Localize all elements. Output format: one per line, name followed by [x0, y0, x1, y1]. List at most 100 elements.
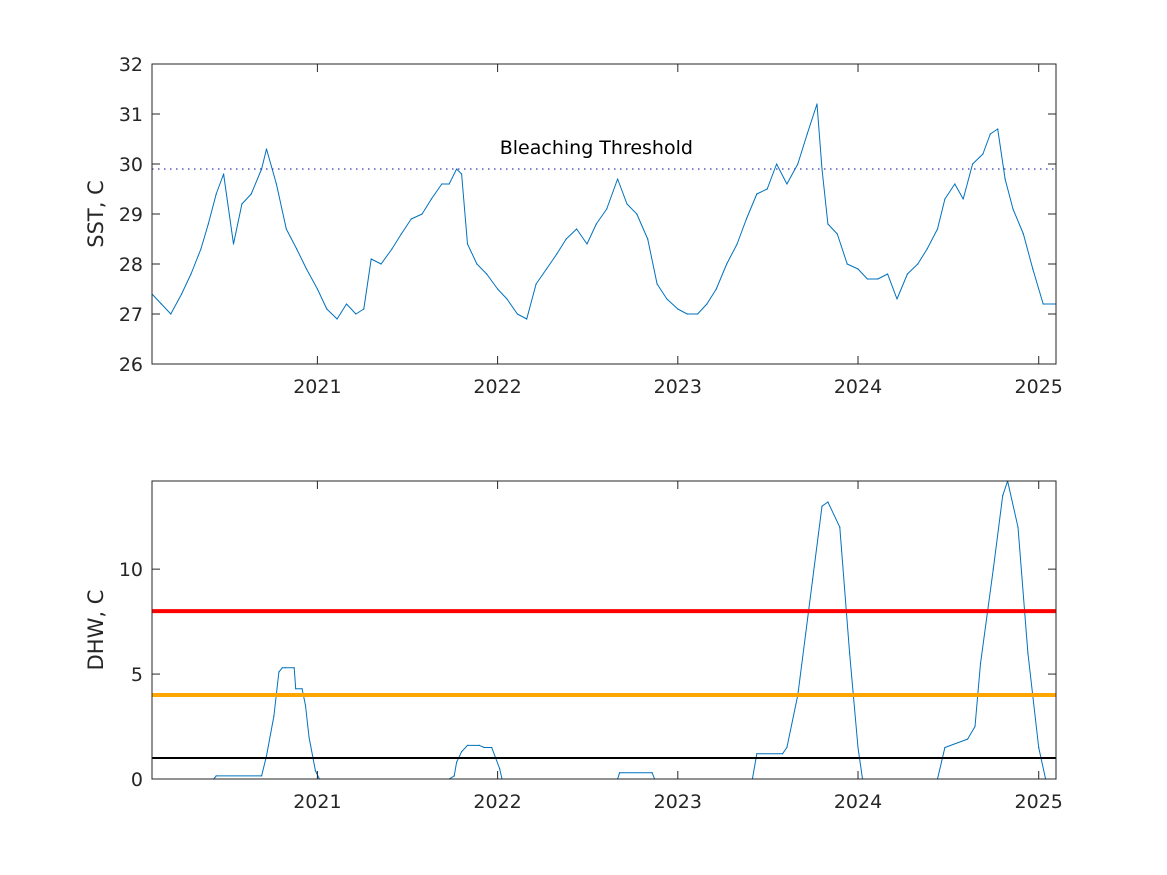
- data-point: [736, 243, 738, 245]
- data-point: [917, 263, 919, 265]
- data-point: [806, 133, 808, 135]
- data-point: [1027, 652, 1029, 654]
- data-point: [797, 163, 799, 165]
- data-point: [857, 268, 859, 270]
- data-point: [887, 273, 889, 275]
- data-point: [1038, 746, 1040, 749]
- y-tick-label: 29: [119, 204, 143, 226]
- data-point: [215, 193, 217, 195]
- data-point: [565, 238, 567, 240]
- data-point: [786, 746, 788, 749]
- data-point: [756, 193, 758, 195]
- data-point: [595, 223, 597, 225]
- axes-frame: [151, 480, 1057, 780]
- data-point: [1042, 303, 1044, 305]
- y-axis-title: DHW, C: [84, 590, 108, 671]
- data-point: [223, 173, 225, 175]
- series-line-1-0: [152, 480, 1056, 780]
- data-point: [556, 253, 558, 255]
- data-point: [391, 248, 393, 250]
- data-point: [686, 313, 688, 315]
- data-point: [516, 313, 519, 315]
- data-point: [476, 263, 478, 265]
- x-tick-label: 2024: [834, 376, 882, 398]
- data-point: [316, 288, 318, 290]
- data-point: [1012, 208, 1014, 210]
- data-point: [296, 248, 298, 250]
- y-tick-label: 0: [131, 769, 143, 791]
- data-point: [821, 168, 823, 170]
- x-tick-label: 2025: [1015, 376, 1063, 398]
- data-point: [1004, 178, 1006, 180]
- data-point: [326, 308, 328, 310]
- x-tick-label: 2022: [473, 791, 521, 813]
- data-point: [954, 183, 956, 185]
- data-point: [896, 298, 898, 300]
- data-point: [200, 248, 202, 250]
- data-point: [448, 183, 450, 185]
- data-point: [626, 203, 628, 205]
- data-point: [370, 258, 372, 260]
- data-point: [400, 233, 402, 235]
- data-point: [877, 278, 879, 280]
- data-point: [314, 770, 316, 772]
- data-point: [1017, 526, 1019, 528]
- data-point: [478, 744, 480, 747]
- y-tick-label: 31: [119, 104, 143, 126]
- data-point: [491, 746, 493, 749]
- data-point: [281, 667, 283, 669]
- data-point: [926, 248, 928, 250]
- data-point: [974, 725, 976, 728]
- data-point: [250, 193, 252, 195]
- data-point: [651, 772, 653, 774]
- data-point: [190, 273, 192, 275]
- x-tick-label: 2024: [834, 791, 882, 813]
- data-point: [982, 153, 984, 155]
- data-point: [979, 663, 982, 665]
- data-point: [497, 288, 499, 290]
- data-point: [647, 238, 649, 240]
- sst-axes: 26 27 28 29 30 31 32 2021 2022 2023 2024 2025 SST, C…: [84, 54, 1063, 398]
- data-point: [997, 128, 999, 130]
- data-point: [936, 228, 939, 230]
- data-point: [745, 218, 748, 220]
- dhw-axes: 0 5 10 2021 2022 2023 2024 2025 DHW, C: [84, 480, 1063, 813]
- data-point: [456, 761, 458, 763]
- data-point: [278, 671, 280, 673]
- data-point: [827, 501, 829, 503]
- y-tick-label: 26: [119, 354, 143, 376]
- data-point: [677, 308, 679, 310]
- data-point: [989, 133, 991, 135]
- data-point: [363, 308, 365, 310]
- y-tick-label: 30: [119, 154, 143, 176]
- x-tick-label: 2022: [473, 376, 521, 398]
- data-point: [461, 751, 463, 753]
- data-point: [786, 183, 788, 185]
- data-point: [706, 303, 708, 305]
- data-point: [866, 278, 869, 280]
- data-point: [666, 298, 668, 300]
- data-point: [241, 203, 243, 205]
- data-point: [215, 775, 217, 777]
- data-point: [430, 198, 432, 200]
- data-point: [619, 772, 621, 774]
- data-point: [295, 688, 297, 690]
- x-tick-label: 2021: [293, 376, 341, 398]
- data-point: [816, 103, 818, 105]
- data-point: [275, 183, 277, 185]
- data-point: [293, 667, 295, 669]
- data-point: [656, 283, 658, 285]
- data-point: [355, 313, 357, 315]
- data-point: [962, 198, 964, 200]
- data-point: [827, 223, 829, 225]
- data-point: [170, 313, 172, 315]
- y-tick-label: 28: [119, 254, 143, 276]
- data-point: [992, 568, 994, 570]
- data-point: [336, 318, 338, 320]
- x-tick-label: 2021: [293, 791, 341, 813]
- data-point: [261, 775, 263, 777]
- data-point: [461, 173, 463, 175]
- y-axis-title: SST, C: [84, 180, 108, 248]
- data-point: [506, 298, 508, 300]
